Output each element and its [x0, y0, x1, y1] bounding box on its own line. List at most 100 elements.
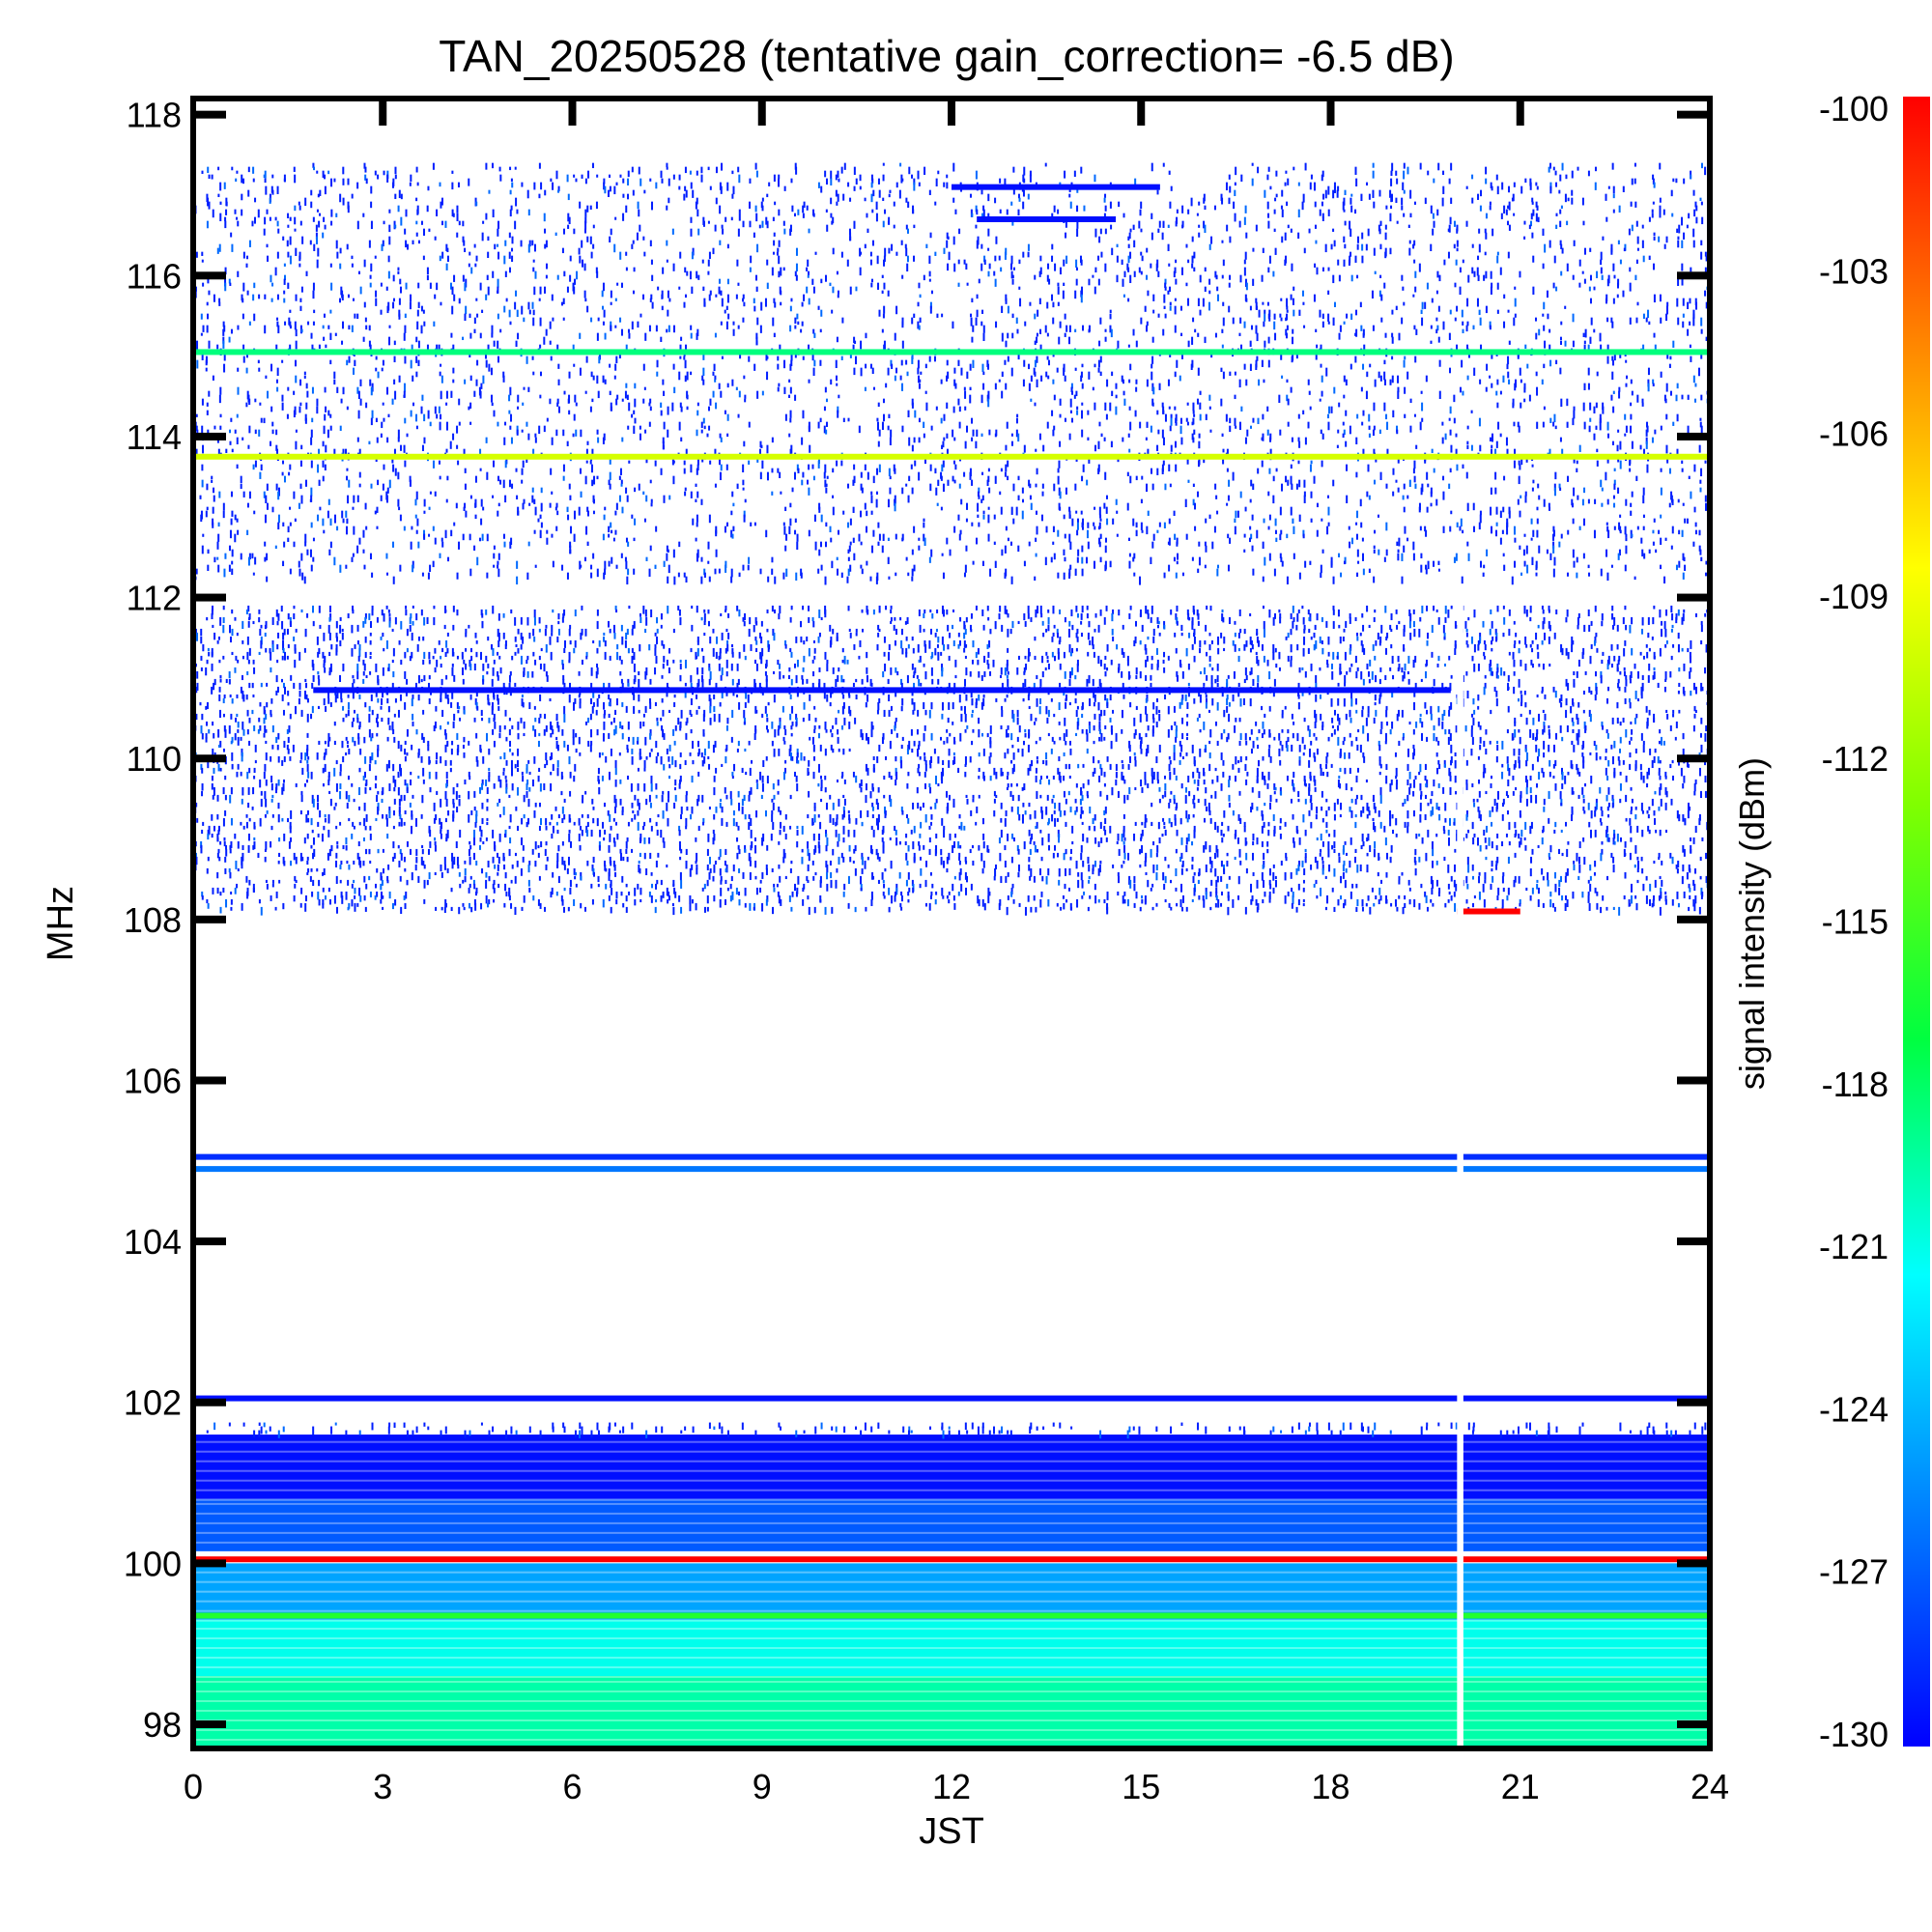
noise-mark: [450, 332, 453, 338]
noise-mark: [1080, 166, 1083, 174]
noise-mark: [1175, 421, 1178, 426]
noise-mark: [895, 572, 897, 577]
noise-mark: [469, 421, 472, 425]
noise-mark: [1169, 425, 1172, 432]
noise-mark: [1409, 425, 1412, 433]
noise-mark: [1191, 359, 1194, 368]
noise-mark: [1064, 313, 1066, 320]
noise-mark: [1205, 413, 1208, 420]
noise-mark: [840, 166, 843, 174]
noise-mark: [516, 209, 519, 214]
noise-mark: [1659, 197, 1662, 203]
noise-mark: [1261, 274, 1264, 282]
noise-mark: [946, 402, 949, 410]
noise-mark: [1453, 220, 1456, 227]
noise-mark: [758, 224, 761, 229]
noise-mark: [240, 553, 242, 560]
noise-mark: [1681, 529, 1684, 537]
noise-mark: [759, 471, 762, 480]
noise-mark: [678, 286, 681, 290]
noise-mark: [1397, 390, 1400, 399]
noise-mark: [596, 568, 599, 578]
noise-mark: [1484, 228, 1487, 234]
noise-mark: [497, 251, 500, 260]
noise-mark: [490, 367, 493, 376]
noise-mark: [1508, 185, 1511, 193]
noise-mark: [1052, 605, 1055, 614]
gradient-stripe: [193, 1666, 1710, 1669]
noise-mark: [929, 609, 932, 613]
noise-mark: [1332, 189, 1335, 199]
noise-mark: [1508, 340, 1511, 345]
noise-mark: [917, 321, 920, 329]
noise-mark: [1506, 522, 1509, 527]
noise-mark: [1629, 460, 1632, 467]
noise-mark: [557, 612, 560, 620]
noise-mark: [1193, 267, 1196, 272]
noise-mark: [421, 394, 424, 401]
noise-mark: [808, 228, 810, 234]
noise-mark: [1321, 460, 1323, 468]
noise-mark: [1408, 609, 1411, 616]
noise-mark: [982, 332, 985, 342]
noise-mark: [980, 243, 983, 249]
noise-mark: [987, 398, 990, 408]
noise-mark: [1093, 522, 1095, 526]
noise-mark: [545, 240, 548, 248]
noise-mark: [277, 514, 280, 524]
noise-mark: [1436, 270, 1439, 278]
noise-mark: [894, 375, 896, 382]
noise-mark: [527, 433, 530, 440]
noise-mark: [1552, 282, 1555, 289]
noise-mark: [1437, 616, 1440, 625]
noise-mark: [1374, 379, 1377, 387]
noise-mark: [1631, 390, 1634, 396]
noise-mark: [415, 371, 418, 378]
noise-mark: [893, 201, 895, 207]
noise-mark: [237, 386, 240, 395]
noise-mark: [439, 553, 441, 558]
noise-mark: [298, 255, 301, 262]
noise-mark: [1589, 417, 1592, 422]
noise-mark: [362, 549, 365, 554]
noise-mark: [300, 444, 303, 450]
noise-mark: [1345, 379, 1348, 386]
noise-mark: [485, 437, 488, 443]
noise-mark: [420, 305, 423, 312]
noise-mark: [639, 612, 641, 617]
noise-mark: [849, 352, 852, 358]
noise-mark: [531, 487, 534, 493]
noise-mark: [451, 170, 454, 174]
noise-mark: [1006, 609, 1009, 615]
noise-mark: [456, 609, 459, 616]
noise-mark: [986, 359, 989, 368]
noise-mark: [446, 255, 449, 263]
noise-mark: [1344, 220, 1347, 226]
noise-mark: [1461, 576, 1463, 584]
noise-mark: [497, 278, 499, 288]
noise-mark: [941, 553, 944, 556]
noise-mark: [1448, 417, 1451, 421]
noise-mark: [999, 605, 1002, 612]
noise-mark: [324, 386, 327, 393]
noise-mark: [730, 576, 733, 583]
noise-mark: [824, 609, 827, 618]
noise-mark: [1374, 270, 1377, 274]
noise-mark: [397, 429, 400, 439]
noise-mark: [680, 437, 683, 442]
noise-mark: [882, 174, 885, 182]
noise-mark: [410, 541, 412, 550]
noise-mark: [660, 170, 663, 179]
noise-mark: [1676, 448, 1679, 455]
noise-mark: [1199, 274, 1202, 283]
noise-mark: [271, 429, 274, 435]
noise-mark: [911, 352, 914, 359]
noise-mark: [336, 386, 339, 393]
noise-mark: [642, 605, 645, 614]
noise-mark: [911, 576, 914, 582]
noise-mark: [351, 193, 354, 199]
noise-mark: [310, 429, 313, 438]
noise-mark: [508, 251, 511, 259]
noise-mark: [341, 510, 344, 519]
noise-mark: [994, 383, 997, 390]
